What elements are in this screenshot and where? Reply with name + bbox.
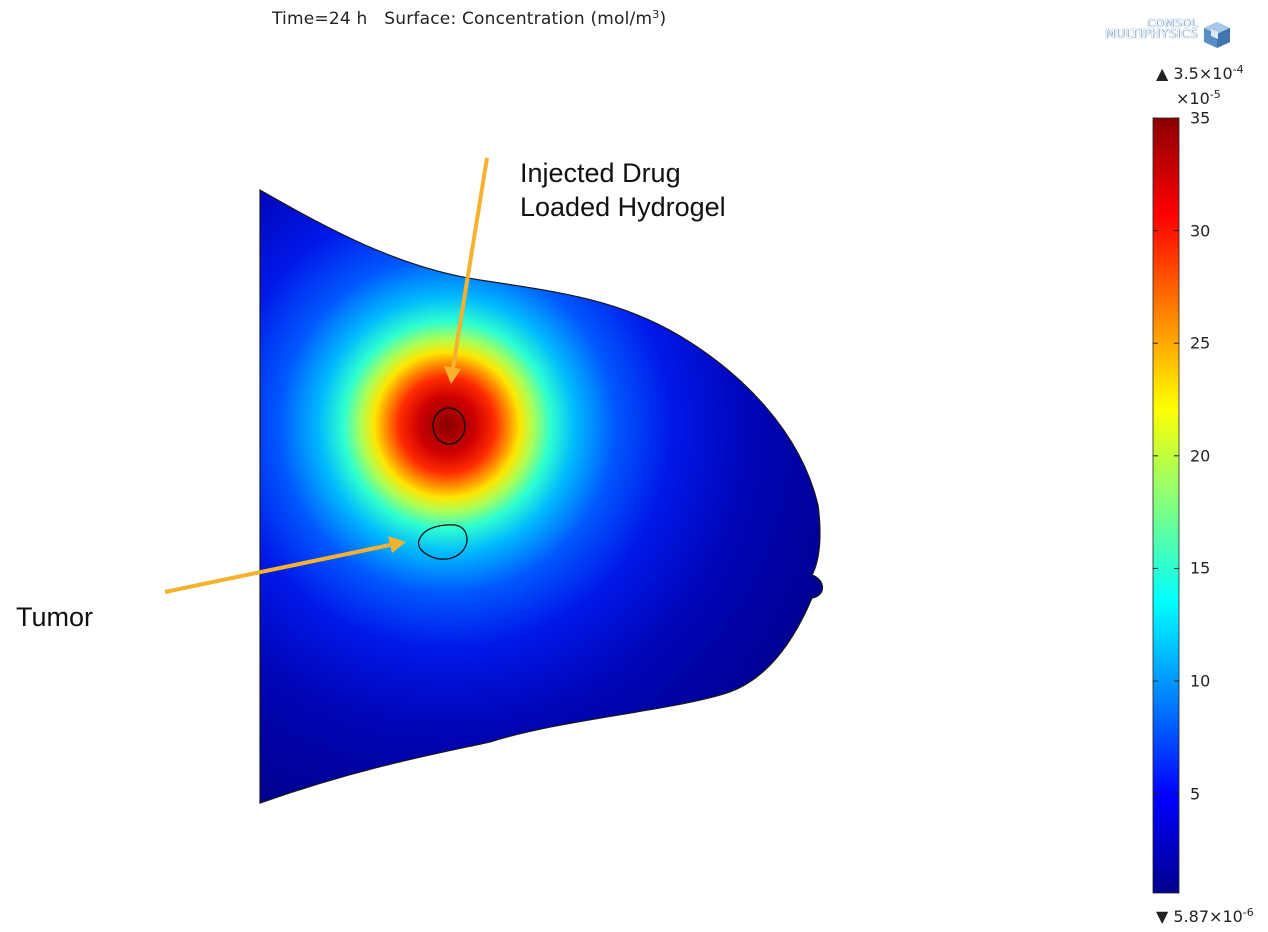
tumor-boundary <box>417 524 468 560</box>
scale-prefix: ×10 <box>1176 89 1210 108</box>
tumor-label: Tumor <box>16 602 94 632</box>
logo-line-1: COMSOL <box>1146 17 1198 30</box>
colorbar-tick-label: 20 <box>1190 446 1211 466</box>
hydrogel-arrow <box>444 157 489 384</box>
max-marker: ▲ <box>1156 64 1169 83</box>
min-exponent: -6 <box>1242 906 1254 919</box>
comsol-logo: COMSOL MULTIPHYSICS <box>1068 18 1238 50</box>
logo-line-2: MULTIPHYSICS <box>1105 27 1198 41</box>
min-mantissa: 5.87×10 <box>1173 907 1243 926</box>
colorbar-tick-label: 5 <box>1190 784 1201 804</box>
colorbar-tick-label: 30 <box>1190 221 1211 241</box>
logo-text: COMSOL MULTIPHYSICS <box>1105 18 1198 40</box>
colorbar-max-label: ▲ 3.5×10-4 <box>1156 63 1244 83</box>
max-exponent: -4 <box>1232 63 1244 76</box>
time-label: Time=24 h <box>272 9 368 29</box>
colorbar-ticks <box>1153 117 1179 795</box>
min-marker: ▼ <box>1156 907 1169 926</box>
tumor-arrow <box>164 536 406 594</box>
hydrogel-label-line-1: Injected Drug <box>520 158 681 188</box>
comsol-cube-icon <box>1204 22 1230 48</box>
colorbar <box>1152 117 1180 894</box>
hydrogel-label: Injected Drug Loaded Hydrogel <box>520 156 726 224</box>
colorbar-tick-label: 15 <box>1190 558 1211 578</box>
hydrogel-boundary <box>432 407 466 445</box>
colorbar-scale-label: ×10-5 <box>1176 88 1221 108</box>
colorbar-tick-label: 25 <box>1190 333 1211 353</box>
hydrogel-label-line-2: Loaded Hydrogel <box>520 192 726 222</box>
scale-exponent: -5 <box>1209 88 1221 101</box>
colorbar-tick-label: 10 <box>1190 671 1211 691</box>
max-mantissa: 3.5×10 <box>1173 64 1233 83</box>
surface-label: Surface: Concentration (mol/m <box>384 9 653 29</box>
colorbar-tick-label: 35 <box>1190 108 1211 128</box>
unit-exponent: 3 <box>652 8 660 21</box>
title-close-paren: ) <box>659 9 667 29</box>
domain-surface <box>259 188 824 804</box>
colorbar-min-label: ▼ 5.87×10-6 <box>1156 906 1254 926</box>
plot-title: Time=24 h Surface: Concentration (mol/m3… <box>272 8 666 29</box>
